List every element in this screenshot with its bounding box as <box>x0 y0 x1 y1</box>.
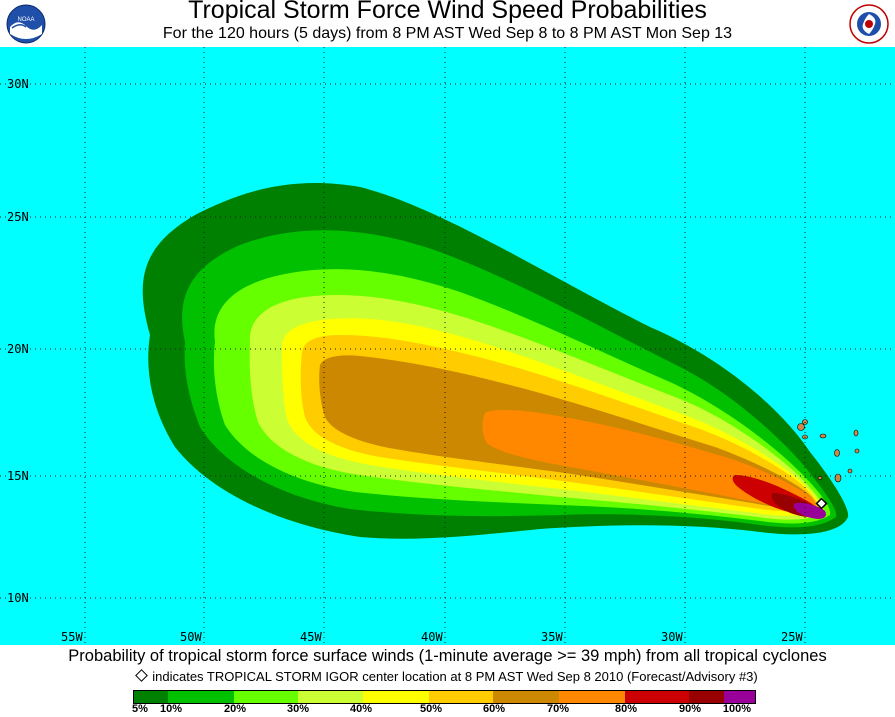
color-legend <box>133 690 756 704</box>
storm-center-marker <box>815 497 828 510</box>
lon-label-35w: 35W <box>541 630 563 644</box>
probability-description: Probability of tropical storm force surf… <box>68 647 827 665</box>
contour-70-percent <box>482 410 817 510</box>
lat-label-20n: 20N <box>7 342 29 356</box>
lat-label-30n: 30N <box>7 77 29 91</box>
legend-swatch-50 <box>429 691 493 703</box>
legend-labels: 5% 10% 20% 30% 40% 50% 60% 70% 80% 90% 1… <box>0 703 895 717</box>
island-shapes <box>797 419 860 483</box>
legend-label-10: 10% <box>159 703 183 715</box>
lon-label-55w: 55W <box>61 630 83 644</box>
footer: Probability of tropical storm force surf… <box>0 645 895 716</box>
legend-label-20: 20% <box>223 703 247 715</box>
legend-label-30: 30% <box>286 703 310 715</box>
legend-label-50: 50% <box>419 703 443 715</box>
legend-swatch-20 <box>234 691 298 703</box>
legend-swatch-90 <box>689 691 724 703</box>
legend-swatch-70 <box>559 691 625 703</box>
legend-label-90: 90% <box>678 703 702 715</box>
legend-label-5: 5% <box>132 703 148 715</box>
legend-label-80: 80% <box>614 703 638 715</box>
legend-swatch-60 <box>493 691 559 703</box>
map-title: Tropical Storm Force Wind Speed Probabil… <box>188 0 707 24</box>
noaa-logo: NOAA <box>6 4 46 44</box>
legend-label-60: 60% <box>482 703 506 715</box>
graticule <box>0 47 895 645</box>
lon-label-30w: 30W <box>661 630 683 644</box>
legend-label-70: 70% <box>546 703 570 715</box>
noaa-logo-text: NOAA <box>17 17 34 23</box>
contour-100-percent <box>793 502 826 519</box>
lat-label-25n: 25N <box>7 210 29 224</box>
legend-swatch-30 <box>298 691 363 703</box>
lon-label-25w: 25W <box>781 630 803 644</box>
map-canvas <box>0 47 895 645</box>
legend-swatch-10 <box>168 691 234 703</box>
probability-contours <box>142 183 849 539</box>
lon-label-45w: 45W <box>300 630 322 644</box>
legend-swatch-100 <box>724 691 755 703</box>
legend-swatch-5 <box>134 691 168 703</box>
legend-swatch-80 <box>625 691 689 703</box>
lon-label-50w: 50W <box>180 630 202 644</box>
lon-label-40w: 40W <box>421 630 443 644</box>
lat-label-10n: 10N <box>7 591 29 605</box>
diamond-marker-icon <box>135 669 149 682</box>
storm-marker-note: indicates TROPICAL STORM IGOR center loc… <box>0 669 895 684</box>
nws-logo <box>849 4 889 44</box>
probability-map: 30N 25N 20N 15N 10N 55W 50W 45W 40W 35W … <box>0 47 895 645</box>
legend-label-100: 100% <box>722 703 752 715</box>
map-subtitle: For the 120 hours (5 days) from 8 PM AST… <box>162 25 733 42</box>
legend-swatch-40 <box>363 691 429 703</box>
legend-label-40: 40% <box>349 703 373 715</box>
lat-label-15n: 15N <box>7 469 29 483</box>
header: NOAA Tropical Storm Force Wind Speed Pro… <box>0 0 895 47</box>
storm-marker-text: indicates TROPICAL STORM IGOR center loc… <box>152 669 758 684</box>
